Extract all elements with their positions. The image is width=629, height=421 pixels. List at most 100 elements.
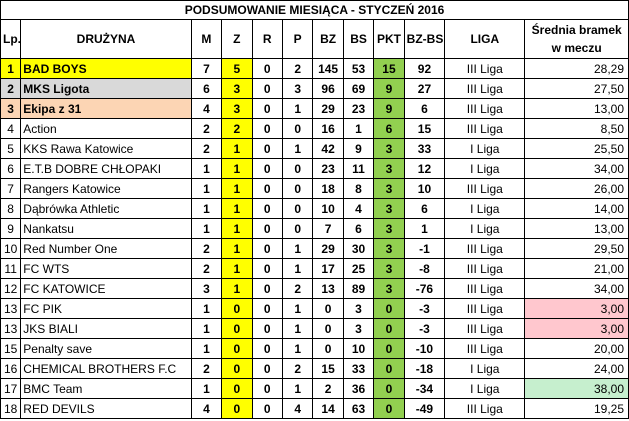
cell-lp: 1 xyxy=(0,58,22,79)
cell-diff: 10 xyxy=(403,178,446,199)
cell-liga: III Liga xyxy=(444,78,526,99)
cell-lp: 16 xyxy=(0,358,22,379)
cell-z: 1 xyxy=(221,258,253,279)
cell-diff: -3 xyxy=(403,298,446,319)
cell-diff: 1 xyxy=(403,218,446,239)
table-row: 3 Ekipa z 31 4 3 0 1 29 23 9 6 III Liga 13,00 xyxy=(0,98,629,119)
cell-bz: 0 xyxy=(312,318,344,339)
cell-r: 0 xyxy=(251,378,283,399)
cell-liga: III Liga xyxy=(444,238,526,259)
cell-bs: 8 xyxy=(342,178,375,199)
cell-bz: 13 xyxy=(312,278,344,299)
cell-p: 1 xyxy=(281,98,314,119)
header-liga: LIGA xyxy=(444,19,526,59)
table-row: 7 Rangers Katowice 1 1 0 0 18 8 3 10 III Liga 26,00 xyxy=(0,178,629,199)
cell-z: 2 xyxy=(221,118,253,139)
cell-avg: 3,00 xyxy=(524,298,629,319)
cell-liga: III Liga xyxy=(444,338,526,359)
cell-liga: III Liga xyxy=(444,58,526,79)
cell-bs: 4 xyxy=(342,198,375,219)
cell-pkt: 15 xyxy=(373,58,405,79)
cell-team: JKS BIALI xyxy=(20,318,192,339)
cell-avg: 28,29 xyxy=(524,58,629,79)
cell-avg: 38,00 xyxy=(524,378,629,399)
cell-diff: 92 xyxy=(403,58,446,79)
cell-bz: 0 xyxy=(312,338,344,359)
cell-pkt: 0 xyxy=(373,358,405,379)
header-z: Z xyxy=(221,19,253,59)
cell-liga: I Liga xyxy=(444,198,526,219)
table-row: 13 JKS BIALI 1 0 0 1 0 3 0 -3 III Liga 3,00 xyxy=(0,318,629,339)
cell-p: 0 xyxy=(281,158,314,179)
cell-pkt: 0 xyxy=(373,378,405,399)
cell-bz: 17 xyxy=(312,258,344,279)
cell-r: 0 xyxy=(251,198,283,219)
cell-liga: I Liga xyxy=(444,138,526,159)
cell-pkt: 3 xyxy=(373,158,405,179)
header-team: DRUŻYNA xyxy=(20,19,192,59)
cell-team: Ekipa z 31 xyxy=(20,98,192,119)
cell-diff: 6 xyxy=(403,198,446,219)
cell-liga: I Liga xyxy=(444,158,526,179)
header-bz: BZ xyxy=(312,19,344,59)
cell-lp: 18 xyxy=(0,398,22,419)
cell-bz: 2 xyxy=(312,378,344,399)
cell-p: 0 xyxy=(281,118,314,139)
cell-bs: 10 xyxy=(342,338,375,359)
cell-lp: 8 xyxy=(0,198,22,219)
cell-bz: 29 xyxy=(312,238,344,259)
cell-team: Red Number One xyxy=(20,238,192,259)
cell-liga: III Liga xyxy=(444,98,526,119)
cell-pkt: 0 xyxy=(373,318,405,339)
cell-team: FC PIK xyxy=(20,298,192,319)
cell-bz: 18 xyxy=(312,178,344,199)
cell-p: 1 xyxy=(281,378,314,399)
table-row: 5 KKS Rawa Katowice 2 1 0 1 42 9 3 33 I Liga 25,50 xyxy=(0,138,629,159)
cell-bs: 53 xyxy=(342,58,375,79)
cell-diff: -49 xyxy=(403,398,446,419)
table-row: 1 BAD BOYS 7 5 0 2 145 53 15 92 III Liga 28,29 xyxy=(0,58,629,79)
cell-liga: III Liga xyxy=(444,398,526,419)
cell-bs: 1 xyxy=(342,118,375,139)
cell-z: 1 xyxy=(221,178,253,199)
cell-bz: 10 xyxy=(312,198,344,219)
cell-bs: 3 xyxy=(342,318,375,339)
cell-m: 7 xyxy=(190,58,223,79)
cell-bz: 145 xyxy=(312,58,344,79)
cell-m: 1 xyxy=(190,178,223,199)
cell-diff: -34 xyxy=(403,378,446,399)
table-row: 18 RED DEVILS 4 0 0 4 14 63 0 -49 III Liga 19,25 xyxy=(0,398,629,419)
cell-diff: 6 xyxy=(403,98,446,119)
cell-r: 0 xyxy=(251,58,283,79)
cell-z: 1 xyxy=(221,218,253,239)
cell-z: 0 xyxy=(221,378,253,399)
cell-pkt: 0 xyxy=(373,398,405,419)
cell-lp: 13 xyxy=(0,298,22,319)
cell-pkt: 3 xyxy=(373,198,405,219)
title-row: PODSUMOWANIE MIESIĄCA - STYCZEŃ 2016 xyxy=(0,0,629,20)
table-row: 10 Red Number One 2 1 0 1 29 30 3 -1 III Liga 29,50 xyxy=(0,238,629,259)
cell-team: FC WTS xyxy=(20,258,192,279)
cell-lp: 6 xyxy=(0,158,22,179)
cell-r: 0 xyxy=(251,278,283,299)
cell-m: 1 xyxy=(190,218,223,239)
cell-avg: 26,00 xyxy=(524,178,629,199)
header-diff: BZ-BS xyxy=(403,19,446,59)
table-row: 16 CHEMICAL BROTHERS F.C 2 0 0 2 15 33 0 -18 I Lig… xyxy=(0,358,629,379)
cell-lp: 17 xyxy=(0,378,22,399)
cell-p: 1 xyxy=(281,258,314,279)
header-avg: Średnia bramek w meczu xyxy=(524,19,629,59)
cell-bs: 89 xyxy=(342,278,375,299)
cell-bs: 6 xyxy=(342,218,375,239)
cell-team: Action xyxy=(20,118,192,139)
header-bs: BS xyxy=(342,19,375,59)
cell-p: 2 xyxy=(281,358,314,379)
cell-liga: III Liga xyxy=(444,258,526,279)
cell-p: 3 xyxy=(281,78,314,99)
cell-avg: 8,50 xyxy=(524,118,629,139)
cell-team: FC KATOWICE xyxy=(20,278,192,299)
cell-team: Dąbrówka Athletic xyxy=(20,198,192,219)
cell-avg: 3,00 xyxy=(524,318,629,339)
cell-liga: I Liga xyxy=(444,218,526,239)
cell-pkt: 9 xyxy=(373,78,405,99)
